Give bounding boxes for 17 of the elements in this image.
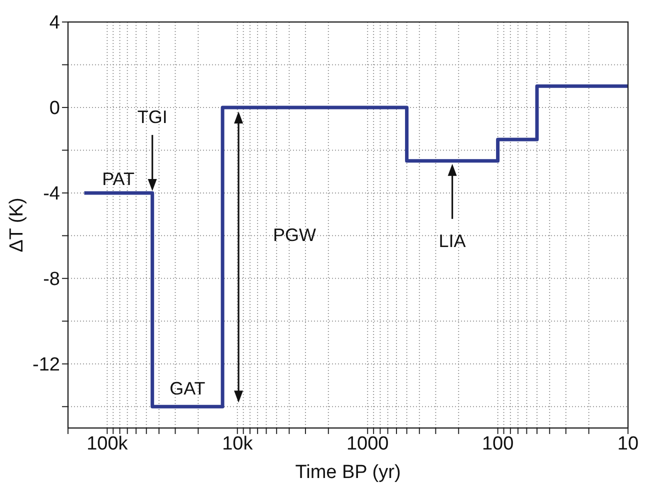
annotation: GAT [170, 378, 206, 399]
x-tick-label: 1000 [346, 433, 389, 454]
y-tick-label: -8 [43, 269, 60, 290]
y-tick-label: -12 [32, 354, 60, 376]
x-axis-title: Time BP (yr) [295, 462, 401, 483]
y-tick-label: 0 [49, 98, 60, 120]
x-tick-label: 10 [617, 433, 639, 454]
x-tick-label: 10k [222, 433, 254, 454]
y-axis-title: ΔT (K) [6, 198, 28, 252]
x-tick-label: 100k [86, 433, 128, 454]
annotation: LIA [438, 230, 466, 251]
annotation: PAT [102, 168, 134, 189]
y-tick-label: 4 [49, 12, 60, 34]
x-tick-label: 100 [482, 433, 514, 454]
y-tick-label: -4 [43, 184, 60, 205]
annotation: TGI [137, 106, 168, 127]
annotation: PGW [273, 225, 316, 246]
